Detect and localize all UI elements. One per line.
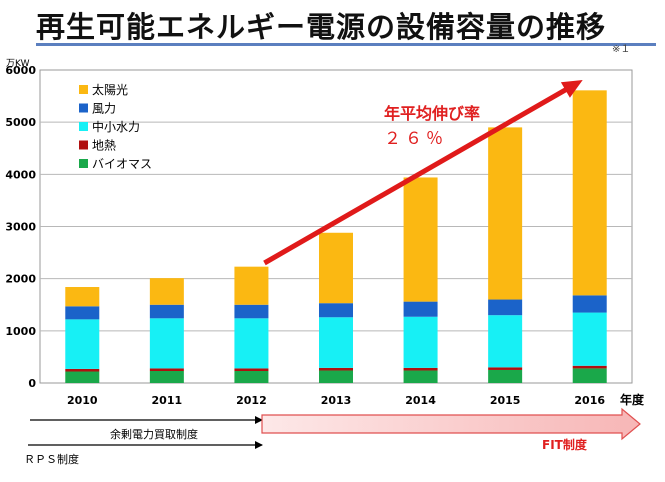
- surplus-policy-label: 余剰電力買取制度: [110, 427, 198, 441]
- y-tick-label: 2000: [5, 273, 36, 286]
- bar-segment: [488, 369, 523, 383]
- bar-segment: [65, 368, 100, 372]
- legend-entry: 太陽光: [92, 82, 128, 97]
- y-tick-label: 1000: [5, 325, 36, 338]
- x-tick-label: 2012: [236, 394, 267, 407]
- legend-entry: 地熱: [92, 139, 116, 153]
- rps-policy-label: ＲＰＳ制度: [24, 452, 79, 466]
- legend-swatch: [79, 85, 88, 94]
- y-tick-labels: 0 1000 2000 3000 4000 5000 6000: [5, 64, 36, 390]
- trend-arrow: [263, 80, 583, 266]
- bar-segment: [65, 319, 100, 369]
- bar-segment: [234, 266, 269, 305]
- bar-segment: [234, 371, 269, 383]
- bar-segment: [403, 177, 438, 302]
- bar-segment: [65, 306, 100, 320]
- growth-rate-label: 年平均伸び率: [384, 104, 480, 123]
- bar-segment: [572, 295, 607, 313]
- bar-segment: [572, 365, 607, 369]
- footnote-marker: ※１: [612, 44, 631, 55]
- bar-segment: [149, 318, 184, 369]
- x-tick-labels: 2010 2011 2012 2013 2014 2015 2016: [67, 394, 605, 407]
- legend-entry: 中小水力: [92, 119, 140, 134]
- y-tick-label: 4000: [5, 168, 36, 181]
- bar-segment: [488, 315, 523, 368]
- x-tick-label: 2014: [405, 394, 436, 407]
- bar-segment: [488, 367, 523, 370]
- legend-swatch: [79, 122, 88, 131]
- growth-rate-value: ２６％: [384, 129, 447, 149]
- bar-segment: [572, 368, 607, 383]
- bar-segment: [149, 368, 184, 372]
- bar-segment: [488, 127, 523, 300]
- y-tick-label: 0: [28, 377, 36, 390]
- bar-segment: [403, 370, 438, 383]
- page-title: 再生可能エネルギー電源の設備容量の推移: [36, 10, 607, 44]
- x-tick-label: 2015: [490, 394, 521, 407]
- x-axis-label: 年度: [620, 392, 645, 407]
- legend-swatch: [79, 140, 88, 150]
- x-tick-label: 2010: [67, 394, 98, 407]
- bar-segment: [319, 370, 353, 383]
- legend-entry: 風力: [92, 102, 116, 116]
- y-axis-unit: 万KW: [6, 59, 30, 69]
- legend-swatch: [79, 103, 88, 113]
- legend-swatch: [79, 159, 88, 168]
- y-tick-label: 3000: [5, 221, 36, 234]
- bar-segment: [319, 367, 353, 371]
- bar-segment: [403, 367, 438, 371]
- bar-segment: [319, 232, 353, 304]
- bar-segment: [488, 299, 523, 316]
- y-tick-label: 5000: [5, 116, 36, 129]
- bar-segment: [65, 371, 100, 383]
- bar-segment: [403, 316, 438, 368]
- fit-period-arrow: [261, 407, 641, 441]
- bar-segment: [149, 278, 184, 305]
- title-underline: [36, 43, 656, 46]
- bar-segment: [234, 368, 269, 372]
- bar-segment: [149, 371, 184, 383]
- bar-segment: [234, 304, 269, 319]
- bar-segment: [319, 317, 353, 368]
- bar-segment: [319, 303, 353, 318]
- legend-entry: バイオマス: [92, 157, 152, 171]
- bar-segment: [403, 301, 438, 317]
- bar-segment: [234, 318, 269, 369]
- bar-stack-group: [65, 90, 607, 383]
- x-tick-label: 2016: [574, 394, 605, 407]
- y-tick-label: 6000: [5, 64, 36, 77]
- bar-segment: [65, 287, 100, 307]
- bar-segment: [149, 304, 184, 319]
- fit-policy-label: FIT制度: [542, 437, 588, 452]
- x-tick-label: 2011: [152, 394, 183, 407]
- bar-segment: [572, 90, 607, 296]
- bar-segment: [572, 312, 607, 366]
- x-tick-label: 2013: [321, 394, 352, 407]
